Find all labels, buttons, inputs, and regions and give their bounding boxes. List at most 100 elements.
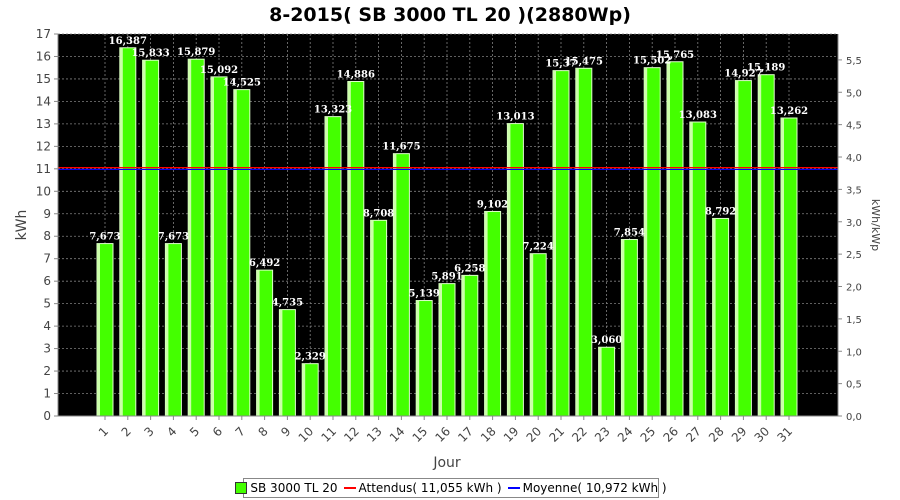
x-tick-label: 18 [478,424,499,445]
y-tick-label: 9 [43,207,51,221]
bar-value-label: 6,492 [249,258,280,269]
bar-highlight [575,68,579,417]
y-axis-label: kWh [14,210,30,241]
bar-highlight [735,80,739,416]
y2-tick-label: 3,5 [846,185,862,196]
bar-highlight [188,59,192,417]
y2-tick-label: 4,5 [846,121,862,132]
y-tick-label: 5 [43,297,51,311]
x-tick-label: 11 [318,424,339,445]
bar-value-label: 16,387 [109,36,147,47]
bar-highlight [279,309,283,416]
bar-value-label: 4,735 [272,298,303,309]
bar-value-label: 7,224 [523,242,554,253]
bar-value-label: 15,37 [545,59,576,70]
bar-highlight [553,70,556,416]
x-tick-label: 9 [278,424,293,439]
bar-highlight [689,122,693,416]
bar-value-label: 7,673 [158,232,189,243]
bar-highlight [621,239,625,416]
bar-highlight [781,117,784,416]
bar-value-label: 14,886 [337,70,375,81]
y-tick-label: 6 [43,274,51,288]
bar-value-label: 15,833 [131,48,169,59]
x-tick-label: 27 [683,424,704,445]
x-tick-label: 16 [432,424,453,445]
legend-label-production: SB 3000 TL 20 [250,481,338,495]
y-tick-label: 12 [36,139,51,153]
bar-value-label: 15,092 [200,65,238,76]
x-tick-label: 19 [501,424,522,445]
reference-lines [58,166,838,171]
x-tick-label: 14 [387,424,408,445]
bar-value-label: 13,262 [770,106,808,117]
x-tick-label: 2 [119,424,134,439]
y-axis-right: 0,0 0,5 1,0 1,5 2,0 2,5 3,0 3,5 4,0 4,5 5,0 5,5 [837,34,862,423]
x-axis-label: Jour [432,455,461,471]
x-tick-label: 6 [210,424,225,439]
x-tick-label: 25 [638,424,659,445]
bar-highlight [507,123,511,416]
bar-highlight [370,220,374,416]
y-tick-label: 4 [43,319,51,333]
bar-highlight [598,347,602,416]
bar-highlight [211,76,214,416]
bar-highlight [347,81,351,417]
bar-value-label: 14,525 [223,78,261,89]
x-tick-label: 15 [410,424,431,445]
y-tick-label: 10 [36,184,51,198]
bar-highlight [142,60,146,416]
y2-tick-label: 0,5 [846,380,862,391]
x-tick-label: 7 [233,424,248,439]
bar-value-label: 13,013 [496,112,534,123]
x-tick-label: 21 [546,424,567,445]
x-tick-label: 8 [255,424,270,439]
x-tick-label: 30 [752,424,773,445]
y-tick-label: 1 [43,387,51,401]
bar-value-label: 9,102 [477,199,508,210]
y2-tick-label: 5,5 [846,56,862,67]
bar-value-label: 15,189 [747,63,785,74]
bar-highlight [325,116,328,416]
x-tick-label: 10 [296,424,317,445]
y-tick-label: 16 [36,49,51,63]
bar-value-label: 15,475 [565,56,603,67]
x-tick-label: 26 [660,424,681,445]
y2-tick-label: 2,0 [846,283,862,294]
y-tick-label: 13 [36,117,51,131]
y-tick-label: 7 [43,252,51,266]
bar-value-label: 7,673 [89,232,120,243]
x-axis: 1 2 3 4 5 6 7 8 9 10 11 12 13 14 15 16 17 18 19 20 21 22 23 24 2… [58,415,838,445]
chart-title: 8-2015( SB 3000 TL 20 )(2880Wp) [269,4,631,26]
x-tick-label: 17 [455,424,476,445]
x-tick-label: 23 [592,424,613,445]
bar-highlight [484,211,488,416]
x-tick-label: 1 [96,424,111,439]
bar-value-label: 7,854 [614,228,645,239]
y2-axis-label: kWh/kWp [869,199,882,251]
bar-highlight [256,270,260,416]
y2-tick-label: 1,5 [846,315,862,326]
y-tick-label: 8 [43,229,51,243]
y-tick-label: 15 [36,72,51,86]
legend-swatch-attendus [343,487,356,489]
legend-label-attendus: Attendus( 11,055 kWh ) [358,481,502,495]
bar-highlight [416,300,420,416]
bar-highlight [439,283,442,416]
bar-highlight [97,243,100,416]
bar-value-label: 8,792 [705,206,736,217]
bars [96,47,798,417]
bar-value-label: 2,329 [295,352,326,363]
y-tick-label: 0 [43,409,51,423]
bar-value-label: 15,765 [656,50,694,61]
bar-value-label: 6,258 [454,263,485,274]
bar-highlight [758,74,762,416]
x-tick-label: 24 [615,424,636,445]
bar-value-label: 5,139 [409,289,440,300]
y2-tick-label: 4,0 [846,153,862,164]
bar-value-label: 11,675 [382,142,420,153]
y-tick-label: 2 [43,364,51,378]
bar-highlight [302,363,306,416]
